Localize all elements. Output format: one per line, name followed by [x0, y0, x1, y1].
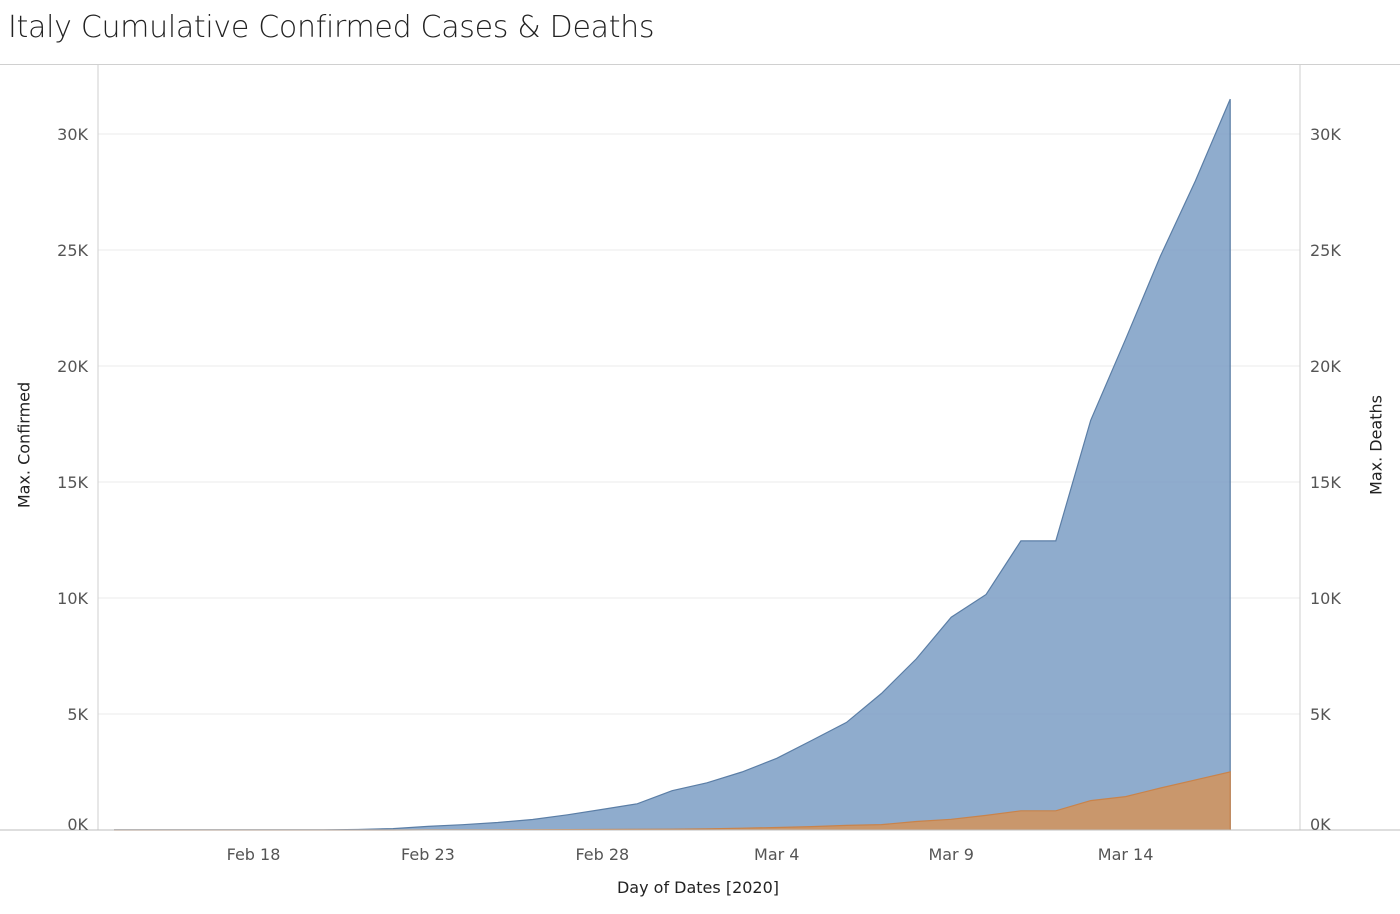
y-tick-label-right: 5K: [1310, 705, 1331, 724]
x-tick-label: Feb 28: [575, 845, 629, 864]
x-axis-label: Day of Dates [2020]: [616, 878, 780, 897]
y-tick-label-left: 30K: [57, 125, 88, 144]
y-tick-label-right: 25K: [1310, 241, 1341, 260]
y-tick-label-left: 0K: [67, 815, 88, 834]
y-tick-labels: 0K 0K 5K 5K 10K 10K 15K 15K 20K 20K 25K 25K 30K 30K: [57, 125, 1341, 834]
x-tick-label: Mar 9: [928, 845, 973, 864]
y-tick-label-right: 30K: [1310, 125, 1341, 144]
x-tick-label: Mar 14: [1098, 845, 1154, 864]
y-tick-label-left: 10K: [57, 589, 88, 608]
x-tick-label: Feb 18: [227, 845, 281, 864]
y-tick-label-right: 10K: [1310, 589, 1341, 608]
y-tick-label-right: 0K: [1310, 815, 1331, 834]
x-tick-labels: Feb 18 Feb 23 Feb 28 Mar 4 Mar 9 Mar 14: [227, 845, 1154, 864]
title-divider: [0, 64, 1400, 65]
y-tick-label-left: 15K: [57, 473, 88, 492]
chart-title: Italy Cumulative Confirmed Cases & Death…: [8, 10, 655, 45]
series-area-confirmed: [114, 99, 1231, 831]
y-axis-label-left: Max. Confirmed: [14, 381, 34, 509]
y-tick-label-left: 20K: [57, 357, 88, 376]
series-area-deaths: [114, 771, 1231, 830]
series-areas: [114, 98, 1231, 831]
axes: [0, 64, 1400, 831]
y-tick-label-right: 20K: [1310, 357, 1341, 376]
x-tick-label: Mar 4: [754, 845, 799, 864]
y-tick-label-right: 15K: [1310, 473, 1341, 492]
x-tick-label: Feb 23: [401, 845, 455, 864]
y-tick-label-left: 25K: [57, 241, 88, 260]
y-axis-label-right: Max. Deaths: [1366, 395, 1386, 495]
y-tick-label-left: 5K: [67, 705, 88, 724]
